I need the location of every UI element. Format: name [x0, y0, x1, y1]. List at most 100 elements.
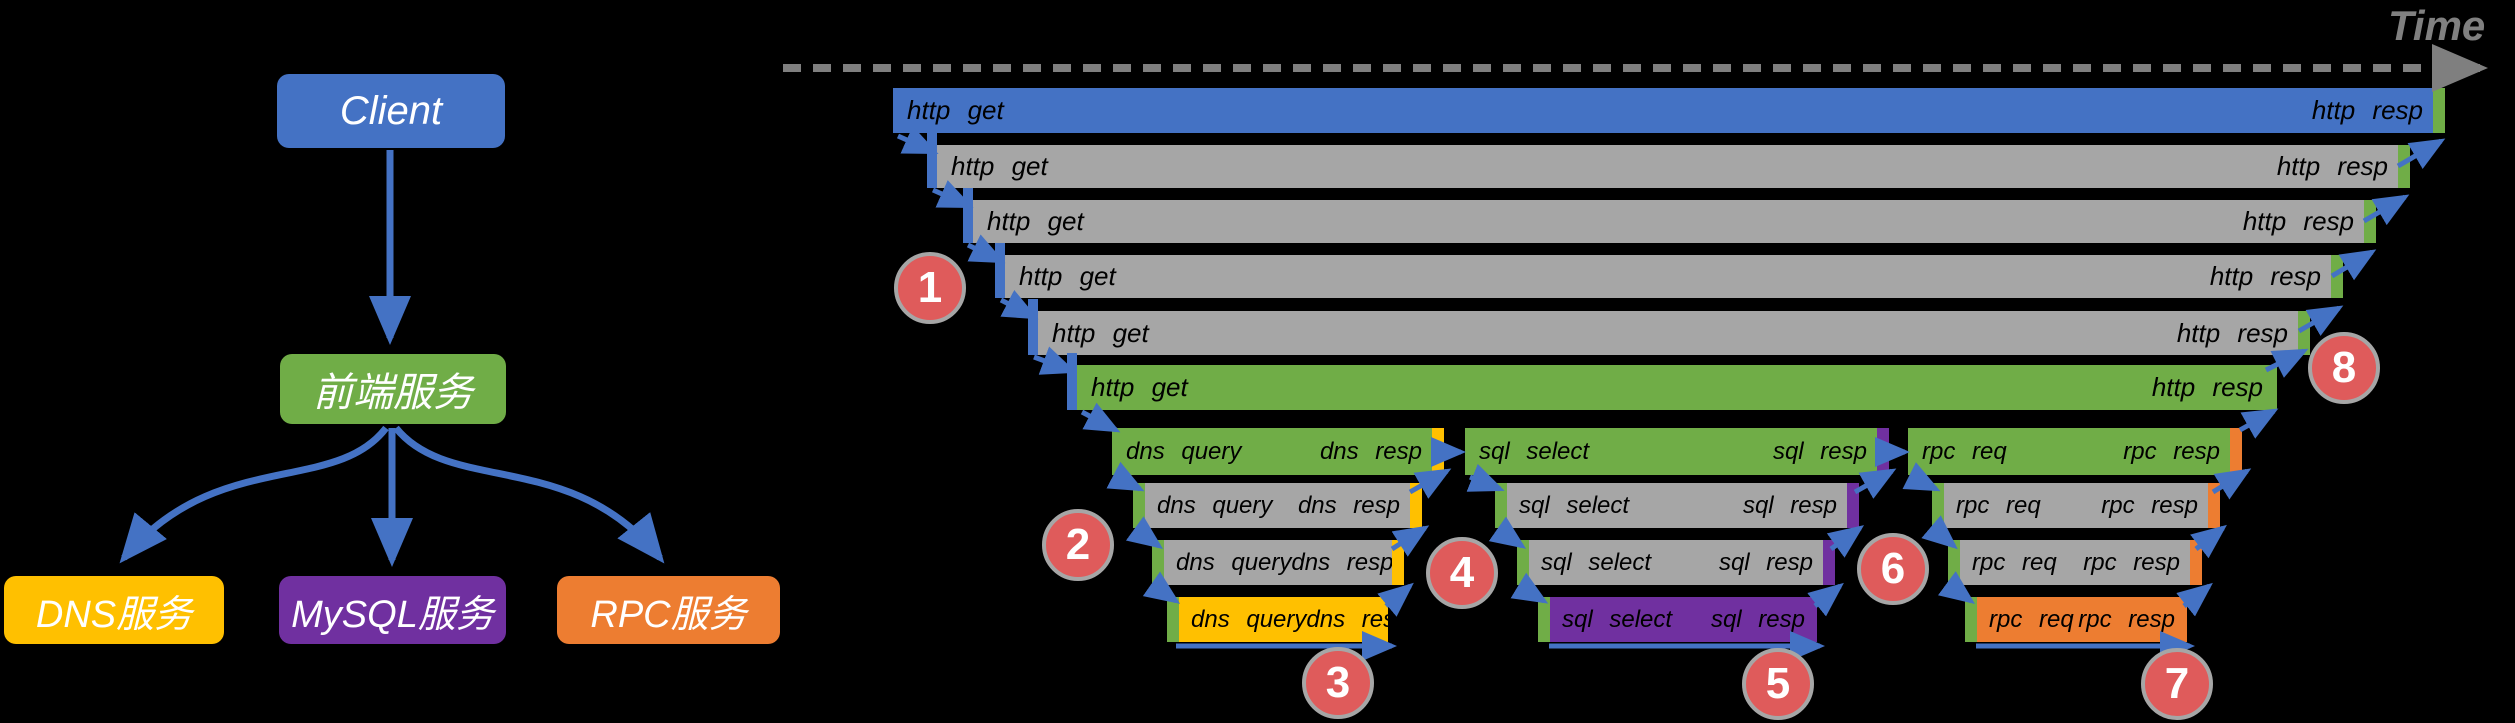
- span-request-label: rpc req: [1922, 437, 2007, 465]
- response-cap: [2190, 540, 2202, 585]
- arrow-frontend-to-dns: [119, 425, 389, 564]
- step-marker-2: 2: [1042, 509, 1114, 581]
- span-response-label: http resp: [2242, 206, 2354, 236]
- http-span-row: http get http resp: [995, 243, 2343, 298]
- client-node: Client: [277, 74, 505, 148]
- span-response-label: rpc resp: [2123, 437, 2220, 465]
- span-response-label: sql resp: [1742, 491, 1837, 519]
- http-span-row: http get http resp: [1028, 299, 2310, 355]
- dns-span-row-leaf: dns query dns resp: [1167, 597, 1408, 642]
- span-response-label: http resp: [2151, 372, 2263, 402]
- step-marker-1: 1: [894, 252, 966, 324]
- span-request-label: http get: [987, 206, 1084, 236]
- span-request-label: dns query: [1176, 548, 1292, 576]
- rpc-span-row: rpc req rpc resp: [1932, 483, 2220, 528]
- dns-span-row: dns query dns resp: [1112, 428, 1444, 475]
- request-connector: [927, 133, 937, 188]
- span-request-label: rpc req: [1989, 605, 2074, 633]
- rpc-span-row: rpc req rpc resp: [1908, 428, 2242, 475]
- request-cap: [1152, 540, 1164, 585]
- response-cap: [2230, 428, 2242, 475]
- request-connector: [1028, 299, 1038, 355]
- step-marker-5: 5: [1742, 648, 1814, 720]
- request-cap: [1167, 597, 1179, 642]
- time-axis-label: Time: [2388, 2, 2486, 49]
- span-request-label: sql select: [1479, 437, 1590, 465]
- span-request-label: rpc req: [1972, 548, 2057, 576]
- span-request-label: http get: [1019, 261, 1116, 291]
- request-connector: [1067, 353, 1077, 410]
- http-span-row: http get http resp: [963, 188, 2376, 243]
- http-span-row: http get http resp: [893, 88, 2445, 133]
- span-request-label: sql select: [1519, 491, 1630, 519]
- span-response-label: dns resp: [1306, 605, 1409, 633]
- response-cap: [2364, 200, 2376, 243]
- arrow: [1080, 402, 1121, 433]
- rpc-service-node: RPC服务: [557, 576, 780, 644]
- sql-span-row-leaf: sql select sql resp: [1538, 597, 1817, 642]
- span-response-label: dns resp: [1319, 437, 1422, 465]
- response-cap: [2298, 311, 2310, 355]
- mysql-service-node: MySQL服务: [279, 576, 506, 644]
- span-response-label: sql resp: [1772, 437, 1867, 465]
- request-cap: [1932, 483, 1944, 528]
- sql-span-row: sql select sql resp: [1517, 540, 1835, 585]
- span-request-label: dns query: [1191, 605, 1307, 633]
- response-cap: [1432, 428, 1444, 475]
- request-connector: [963, 188, 973, 243]
- request-cap: [1538, 597, 1550, 642]
- sql-span-row: sql select sql resp: [1495, 483, 1859, 528]
- span-request-label: sql select: [1541, 548, 1652, 576]
- request-cap: [1133, 483, 1145, 528]
- arrow-frontend-to-rpc: [393, 425, 665, 564]
- response-cap: [2398, 145, 2410, 188]
- response-cap: [2433, 88, 2445, 133]
- span-request-label: rpc req: [1956, 491, 2041, 519]
- response-cap: [2331, 255, 2343, 298]
- request-cap: [1948, 540, 1960, 585]
- span-response-label: dns resp: [1291, 548, 1394, 576]
- arrow: [1377, 582, 1414, 617]
- request-cap: [1517, 540, 1529, 585]
- request-cap: [1495, 483, 1507, 528]
- http-span-row: http get http resp: [927, 133, 2410, 188]
- response-cap: [1410, 483, 1422, 528]
- span-response-label: sql resp: [1718, 548, 1813, 576]
- span-request-label: http get: [1091, 372, 1188, 402]
- span-response-label: rpc resp: [2083, 548, 2180, 576]
- span-response-label: rpc resp: [2078, 605, 2175, 633]
- response-cap: [1823, 540, 1835, 585]
- span-request-label: dns query: [1157, 491, 1273, 519]
- step-marker-7: 7: [2141, 648, 2213, 720]
- request-cap: [1965, 597, 1977, 642]
- response-cap: [1392, 540, 1404, 585]
- span-response-label: http resp: [2209, 261, 2321, 291]
- span-request-label: http get: [1052, 317, 1149, 348]
- arrow: [1807, 582, 1844, 617]
- span-request-label: http get: [907, 95, 1004, 125]
- step-marker-6: 6: [1857, 533, 1929, 605]
- step-marker-4: 4: [1426, 537, 1498, 609]
- request-connector: [995, 243, 1005, 298]
- span-response-label: http resp: [2176, 317, 2288, 348]
- arrow: [2176, 582, 2213, 617]
- response-cap: [1877, 428, 1889, 475]
- span-response-label: http resp: [2311, 95, 2423, 125]
- span-response-label: rpc resp: [2101, 491, 2198, 519]
- dns-service-node: DNS服务: [4, 576, 224, 644]
- rpc-span-row-leaf: rpc req rpc resp: [1965, 597, 2187, 642]
- span-request-label: sql select: [1562, 605, 1673, 633]
- span-request-label: dns query: [1126, 437, 1242, 465]
- step-marker-3: 3: [1302, 647, 1374, 719]
- span-request-label: http get: [951, 151, 1048, 181]
- response-cap: [1847, 483, 1859, 528]
- arrow: [2238, 408, 2279, 439]
- response-cap: [2208, 483, 2220, 528]
- step-marker-8: 8: [2308, 332, 2380, 404]
- dns-span-row: dns query dns resp: [1152, 540, 1404, 585]
- span-response-label: dns resp: [1297, 491, 1400, 519]
- arrow: [1826, 525, 1865, 558]
- http-span-row-frontend: http get http resp: [1067, 353, 2277, 410]
- dns-span-row: dns query dns resp: [1133, 483, 1422, 528]
